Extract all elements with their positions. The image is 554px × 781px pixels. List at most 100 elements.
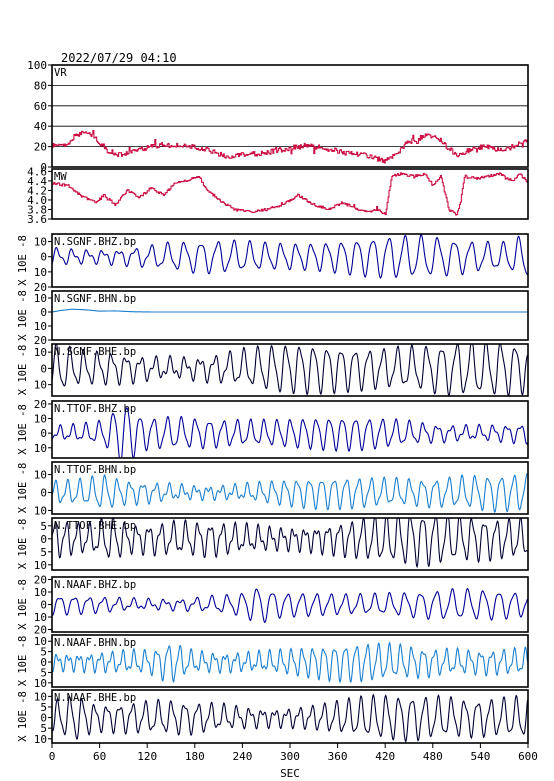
y-tick-label: 0 [40,712,47,725]
series-line-ttof_bhn [52,472,528,513]
y-axis-label: X 10E -8 [17,579,29,630]
panel-label: MW [54,171,67,183]
y-tick-label: 10 [34,413,47,426]
x-tick-label: 540 [470,750,490,763]
y-tick-label: 5 [40,520,47,533]
panel-label: N.SGNF.BHZ.bp [54,236,136,248]
y-tick-label: 0 [40,486,47,499]
y-tick-label: 5 [40,666,47,679]
panel-mw: 3.63.84.04.24.44.6 MW [27,165,529,226]
y-tick-label: 4.6 [27,165,47,178]
x-tick-label: 420 [375,750,395,763]
panel-frame [51,168,529,220]
y-tick-label: 4.4 [27,175,47,188]
panel-frame [51,343,529,397]
y-tick-label: 10 [34,292,47,305]
y-tick-label: 4.0 [27,194,47,207]
y-tick-label: 10 [34,733,47,746]
y-axis-label: X 10E -8 [17,463,29,514]
y-axis-label: X 10E -8 [17,290,29,341]
panel-label: N.TTOF.BHE.bp [54,520,136,532]
x-tick-label: 120 [137,750,157,763]
y-tick-label: 100 [27,59,47,72]
series-line-vr [52,130,528,164]
y-tick-label: 10 [34,346,47,359]
x-tick-label: 0 [49,750,56,763]
y-axis-label: X 10E -8 [17,235,29,286]
series-line-ttof_bhz [52,407,528,458]
x-tick-label: 600 [518,750,538,763]
y-tick-label: 5 [40,646,47,659]
y-tick-label: 20 [34,574,47,587]
series-line-naaf_bhn [52,641,528,684]
x-tick-label: 480 [423,750,443,763]
y-tick-label: 20 [34,624,47,637]
panel-label: N.NAAF.BHZ.bp [54,579,136,591]
panel-frame [51,576,529,633]
y-tick-label: 0 [40,306,47,319]
y-tick-label: 0 [40,427,47,440]
panel-frame [51,290,529,341]
series-line-naaf_bhe [52,693,528,743]
y-tick-label: 10 [34,320,47,333]
panel-label: N.SGNF.BHE.bp [54,346,136,358]
y-tick-label: 10 [34,677,47,690]
x-tick-label: 60 [93,750,106,763]
y-tick-label: 5 [40,546,47,559]
y-axis-label: X 10E -8 [17,691,29,742]
x-tick-label: 180 [185,750,205,763]
panel-frame [51,517,529,571]
y-tick-label: 20 [34,398,47,411]
series-line-sgnf_bhz [52,234,528,279]
y-axis-label: X 10E -8 [17,636,29,687]
y-tick-label: 0 [40,656,47,669]
panel-label: N.SGNF.BHN.bp [54,293,136,305]
panel-frame [51,400,529,459]
series-line-sgnf_bhn [52,308,528,313]
y-tick-label: 0 [40,161,47,174]
panel-frame [51,634,529,688]
panel-label: N.TTOF.BHN.bp [54,464,136,476]
y-axis-label: X 10E -8 [17,345,29,396]
x-tick-label: 240 [232,750,252,763]
y-tick-label: 5 [40,722,47,735]
panel-frame [51,233,529,288]
y-tick-label: 10 [34,611,47,624]
y-tick-label: 80 [34,79,47,92]
panel-sgnf_bhe: 10 0 10 N.SGNF.BHE.bp X 10E -8 [17,343,529,397]
y-tick-label: 20 [34,334,47,347]
panel-label: VR [54,67,67,79]
y-axis-label: X 10E -8 [17,404,29,455]
y-tick-label: 10 [34,635,47,648]
plot-datetime: 2022/07/29 04:10 [61,51,177,65]
y-axis-label: X 10E -8 [17,519,29,570]
y-tick-label: 0 [40,251,47,264]
x-axis: 0 60 120 180 240 300 360 420 480 540 600 [49,743,538,763]
y-tick-label: 20 [34,141,47,154]
y-tick-label: 10 [34,586,47,599]
panel-frame [51,64,529,168]
y-tick-label: 0 [40,362,47,375]
panel-frame [51,461,529,515]
y-tick-label: 60 [34,100,47,113]
y-tick-label: 10 [34,266,47,279]
y-tick-label: 0 [40,599,47,612]
x-axis-label: SEC [280,767,300,780]
y-tick-label: 3.8 [27,203,47,216]
y-tick-label: 40 [34,120,47,133]
y-tick-label: 10 [34,236,47,249]
y-tick-label: 10 [34,690,47,703]
y-tick-label: 0 [40,533,47,546]
y-tick-label: 5 [40,701,47,714]
y-tick-label: 10 [34,379,47,392]
series-line-ttof_bhe [52,518,528,569]
series-line-sgnf_bhe [52,344,528,396]
series-line-mw [52,172,528,216]
